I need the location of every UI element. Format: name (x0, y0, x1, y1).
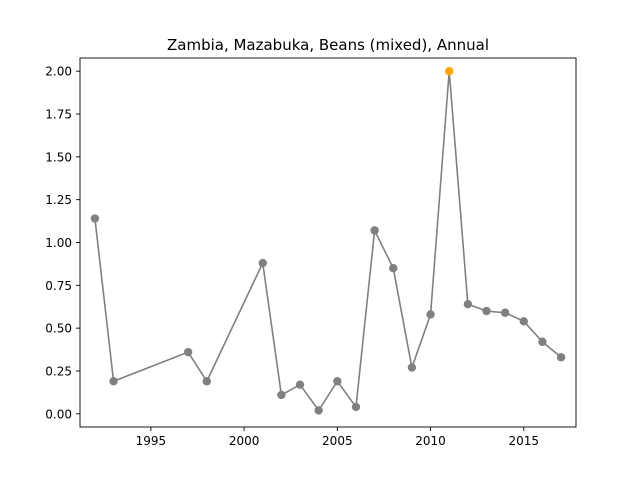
y-tick-label: 0.00 (45, 407, 72, 421)
plot-frame (79, 57, 577, 428)
data-point (556, 353, 566, 362)
data-point (258, 258, 267, 268)
data-point (314, 406, 323, 415)
axes-layer: 1995 2000 2005 2010 2015 0.00 0.25 0.50 0.75 1.00… (45, 57, 577, 448)
data-point (90, 214, 100, 223)
data-point (351, 402, 361, 412)
data-point (538, 337, 547, 347)
data-point (295, 380, 305, 389)
data-point (500, 308, 510, 317)
data-point (370, 226, 379, 235)
highlight-data-point (445, 66, 454, 76)
data-point (519, 317, 528, 326)
data-point (426, 310, 435, 319)
series-line (94, 70, 562, 412)
x-tick-label: 2000 (229, 434, 260, 448)
data-point (482, 306, 491, 316)
data-point (333, 377, 342, 386)
x-tick-label: 1995 (136, 434, 167, 448)
y-tick-label: 1.25 (45, 193, 72, 207)
data-point (463, 299, 473, 309)
data-point (109, 377, 118, 386)
y-tick-label: 0.50 (45, 322, 72, 336)
y-tick-label: 1.00 (45, 236, 72, 250)
data-point (202, 377, 211, 386)
data-point (389, 263, 398, 273)
data-point (277, 390, 286, 400)
y-tick-label: 0.25 (45, 364, 72, 378)
x-tick-label: 2005 (322, 434, 353, 448)
plot-data-layer (90, 66, 566, 415)
x-tick-label: 2010 (415, 434, 446, 448)
data-point (183, 347, 193, 357)
y-tick-label: 1.50 (45, 150, 72, 164)
y-tick-label: 1.75 (45, 108, 72, 122)
chart-title: Zambia, Mazabuka, Beans (mixed), Annual (167, 36, 489, 54)
y-tick-label: 2.00 (45, 65, 72, 79)
y-tick-label: 0.75 (45, 279, 72, 293)
x-tick-label: 2015 (509, 434, 540, 448)
data-point (407, 363, 417, 372)
